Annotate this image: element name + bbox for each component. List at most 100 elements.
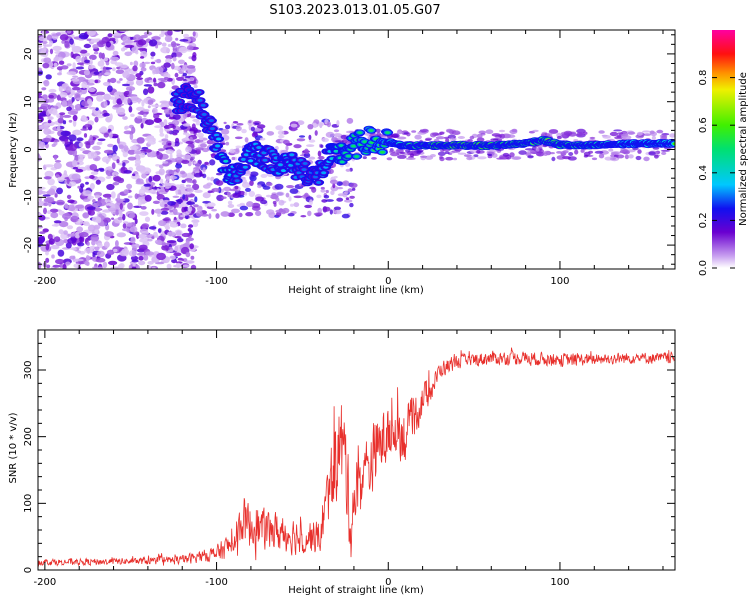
heatmap-cell	[43, 79, 50, 87]
heatmap-cell	[160, 80, 168, 83]
heatmap-cell	[44, 170, 54, 178]
heatmap-ridge-cell	[262, 158, 268, 162]
heatmap-cell	[173, 219, 179, 223]
heatmap-cell	[170, 62, 175, 70]
heatmap-cell	[95, 179, 101, 185]
heatmap-cell	[182, 72, 187, 77]
heatmap-cell	[98, 127, 108, 133]
heatmap-cell	[425, 137, 433, 141]
heatmap-cell	[156, 58, 162, 64]
heatmap-cell	[84, 59, 91, 64]
heatmap-cell	[193, 84, 198, 89]
heatmap-cell	[102, 193, 113, 198]
heatmap-cell	[140, 50, 148, 58]
heatmap-cell	[244, 191, 248, 196]
heatmap-cell	[518, 150, 527, 155]
heatmap-cell	[229, 148, 236, 154]
heatmap-cell	[57, 176, 65, 182]
heatmap-ridge-cell	[243, 153, 249, 157]
heatmap-cell	[71, 97, 75, 102]
heatmap-cell	[304, 148, 309, 155]
heatmap-cell	[278, 134, 285, 139]
heatmap-cell	[309, 186, 316, 190]
heatmap-cell	[253, 127, 262, 132]
heatmap-cell	[168, 249, 174, 252]
heatmap-cell	[174, 212, 181, 216]
heatmap-cell	[38, 261, 42, 269]
heatmap-cell	[127, 97, 131, 104]
heatmap-cell	[414, 134, 422, 140]
heatmap-cell	[206, 139, 214, 145]
heatmap-cell	[94, 246, 100, 251]
heatmap-cell	[129, 226, 138, 233]
colorbar-label: Normalized spectral amplitude	[738, 72, 749, 226]
heatmap-cell	[221, 196, 227, 199]
heatmap-cell	[58, 229, 64, 235]
heatmap-cell	[160, 30, 165, 35]
heatmap-cell	[66, 63, 72, 67]
heatmap-cell	[159, 127, 164, 134]
heatmap-cell	[112, 144, 118, 152]
heatmap-cell	[159, 100, 169, 104]
heatmap-ridge-cell	[240, 157, 246, 161]
heatmap-cell	[635, 155, 642, 161]
heatmap-cell	[452, 157, 458, 161]
heatmap-cell	[75, 204, 84, 209]
heatmap-cell	[104, 231, 114, 237]
colorbar-gradient	[712, 30, 735, 268]
heatmap-cell	[307, 210, 312, 217]
heatmap-cell	[151, 208, 155, 215]
heatmap-cell	[498, 129, 506, 133]
heatmap-cell	[444, 151, 450, 154]
heatmap-cell	[168, 125, 172, 129]
heatmap-cell	[659, 134, 668, 138]
heatmap-cell	[65, 86, 72, 93]
heatmap-cell	[38, 214, 46, 221]
heatmap-cell	[151, 186, 161, 190]
heatmap-cell	[137, 39, 147, 46]
heatmap-cell	[141, 223, 150, 229]
heatmap-cell	[568, 152, 574, 156]
heatmap-cell	[163, 62, 171, 68]
colorbar-ticks: 0.0 0.2 0.4 0.6 0.8	[698, 70, 735, 276]
heatmap-cell	[88, 209, 95, 216]
heatmap-cell	[151, 266, 156, 269]
heatmap-cell	[487, 153, 492, 156]
heatmap-cell	[136, 77, 144, 80]
heatmap-cell	[38, 92, 42, 96]
heatmap-cell	[141, 173, 147, 179]
heatmap-cell	[148, 175, 153, 183]
heatmap-cell	[254, 122, 260, 125]
heatmap-cell	[84, 123, 91, 128]
heatmap-cell	[293, 195, 303, 199]
heatmap-cell	[109, 37, 116, 42]
heatmap-cell	[135, 73, 142, 78]
heatmap-cell	[112, 67, 116, 72]
heatmap-cell	[66, 225, 74, 230]
heatmap-ridge-cell	[200, 103, 206, 107]
heatmap-cell	[82, 212, 90, 219]
heatmap-cell	[65, 261, 71, 266]
heatmap-cell	[386, 157, 393, 161]
heatmap-cell	[307, 124, 314, 130]
heatmap-cell	[137, 111, 146, 115]
heatmap-cell	[96, 141, 103, 146]
heatmap-cell	[67, 99, 73, 107]
heatmap-cell	[241, 128, 247, 134]
heatmap-cell	[473, 154, 479, 158]
heatmap-cell	[476, 137, 485, 142]
heatmap-cell	[532, 129, 539, 133]
heatmap-cell	[176, 238, 184, 243]
heatmap-cell	[54, 139, 60, 143]
heatmap-cell	[117, 193, 121, 201]
heatmap-cell	[115, 69, 125, 74]
heatmap-cell	[72, 247, 77, 251]
heatmap-cell	[140, 67, 147, 72]
heatmap-cell	[323, 194, 330, 199]
heatmap-cell	[178, 199, 183, 203]
heatmap-cell	[153, 77, 157, 83]
heatmap-cell	[107, 85, 113, 93]
heatmap-cell	[83, 43, 92, 49]
heatmap-cell	[77, 242, 85, 247]
heatmap-cell	[38, 36, 49, 42]
